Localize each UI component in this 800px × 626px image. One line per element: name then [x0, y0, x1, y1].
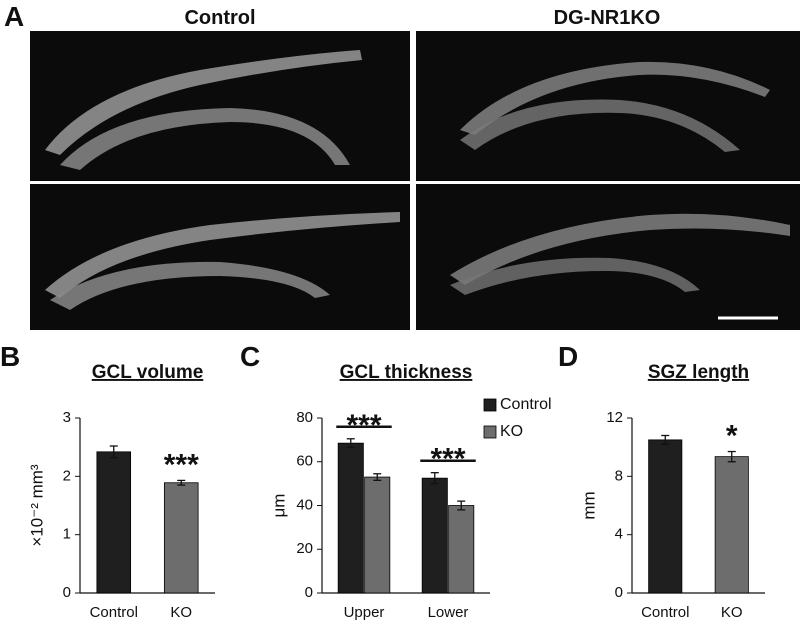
micrograph [416, 184, 800, 330]
tissue [60, 108, 350, 170]
column-label: Control [184, 7, 255, 29]
significance: * [726, 420, 738, 453]
x-tick-label: KO [721, 604, 743, 621]
micrograph [30, 184, 410, 330]
bar [448, 505, 475, 594]
bar [337, 442, 364, 594]
panel-letter: C [240, 341, 260, 372]
tissue [450, 257, 700, 295]
chart-title: GCL volume [92, 362, 204, 383]
y-tick-label: 12 [606, 409, 623, 426]
chart-title: GCL thickness [340, 362, 473, 383]
y-tick-label: 1 [63, 526, 71, 543]
bar [648, 439, 683, 594]
y-tick-label: 40 [296, 496, 313, 513]
y-tick-label: 2 [63, 467, 71, 484]
y-tick-label: 4 [615, 526, 623, 543]
y-tick-label: 0 [63, 584, 71, 601]
legend-label: Control [500, 396, 552, 413]
y-tick-label: 20 [296, 540, 313, 557]
tissue [460, 99, 740, 152]
panel-letter: D [558, 341, 578, 372]
y-axis-label: ×10⁻² mm³ [27, 464, 46, 547]
bar [364, 476, 391, 594]
y-axis-label: μm [269, 494, 288, 518]
legend-label: KO [500, 423, 523, 440]
y-axis-label: mm [579, 491, 598, 519]
x-tick-label: Control [90, 604, 138, 621]
tissue [50, 261, 330, 310]
x-tick-label: Control [641, 604, 689, 621]
chart-title: SGZ length [648, 362, 749, 383]
significance: *** [346, 409, 381, 442]
tissue [460, 61, 770, 135]
panel-letter: A [4, 1, 24, 32]
significance: *** [430, 443, 465, 476]
tissue [45, 50, 362, 155]
bar [421, 477, 448, 594]
bar [714, 456, 749, 594]
significance: *** [164, 448, 199, 481]
micrographs [30, 31, 800, 330]
legend-swatch [483, 398, 497, 412]
x-tick-label: KO [170, 604, 192, 621]
x-tick-label: Upper [344, 604, 385, 621]
legend-swatch [483, 425, 497, 439]
y-tick-label: 3 [63, 409, 71, 426]
column-label: DG-NR1KO [554, 7, 661, 29]
y-tick-label: 8 [615, 467, 623, 484]
bar [96, 451, 132, 594]
x-tick-label: Lower [428, 604, 469, 621]
tissue [45, 212, 400, 298]
y-tick-label: 0 [305, 584, 313, 601]
y-tick-label: 80 [296, 409, 313, 426]
bar [163, 482, 199, 594]
tissue [450, 213, 790, 285]
y-tick-label: 0 [615, 584, 623, 601]
panel-letter: B [0, 341, 20, 372]
y-tick-label: 60 [296, 453, 313, 470]
